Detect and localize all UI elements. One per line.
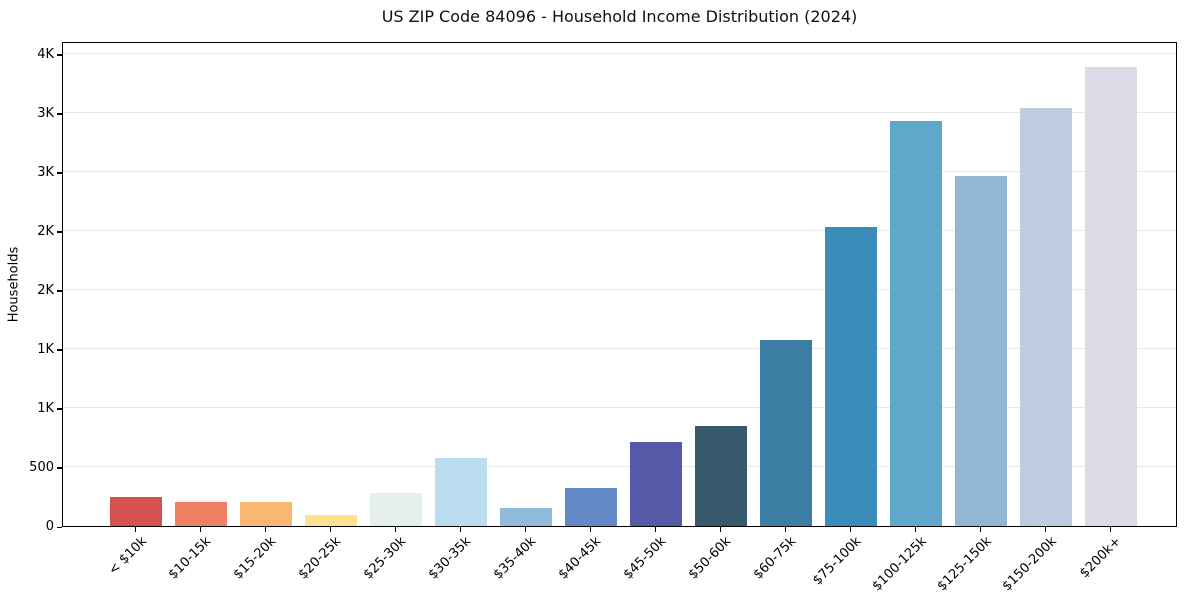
x-tick-label: < $10k xyxy=(105,534,150,579)
x-tick-label: $45-50k xyxy=(621,534,670,583)
gridline xyxy=(63,171,1176,172)
x-tick-label: $15-20k xyxy=(231,534,280,583)
x-tick-label: $30-35k xyxy=(426,534,475,583)
x-tick-mark xyxy=(134,527,136,532)
bar-10k xyxy=(110,496,162,526)
x-tick-mark xyxy=(914,527,916,532)
x-tick-label: $100-125k xyxy=(869,534,930,594)
y-tick-label: 1K xyxy=(37,341,54,357)
y-tick-label: 3K xyxy=(37,164,54,180)
bar-35-40k xyxy=(500,508,552,526)
x-tick-mark xyxy=(654,527,656,532)
y-tick-mark xyxy=(57,526,62,528)
bar-60-75k xyxy=(760,339,812,526)
y-tick-mark xyxy=(57,172,62,174)
y-tick-label: 4K xyxy=(37,46,54,62)
gridline xyxy=(63,230,1176,231)
bar-10-15k xyxy=(175,501,227,526)
y-tick-mark xyxy=(57,408,62,410)
x-tick-mark xyxy=(394,527,396,532)
gridline xyxy=(63,111,1176,113)
bar-125-150k xyxy=(955,176,1007,526)
chart-title: US ZIP Code 84096 - Household Income Dis… xyxy=(381,7,858,26)
x-tick-label: $50-60k xyxy=(686,534,735,583)
x-tick-label: $150-200k xyxy=(999,534,1060,594)
bar-15-20k xyxy=(240,501,292,526)
x-tick-label: $75-100k xyxy=(810,534,865,589)
y-tick-label: 2K xyxy=(37,282,54,298)
bar-50-60k xyxy=(695,425,747,526)
bar-40-45k xyxy=(565,487,617,526)
bar-30-35k xyxy=(435,458,487,526)
plot-area xyxy=(62,42,1177,527)
gridline xyxy=(63,52,1176,54)
x-tick-mark xyxy=(719,527,721,532)
x-tick-mark xyxy=(1044,527,1046,532)
x-tick-mark xyxy=(849,527,851,532)
x-tick-label: $40-45k xyxy=(556,534,605,583)
y-tick-mark xyxy=(57,113,62,115)
x-tick-mark xyxy=(784,527,786,532)
gridline xyxy=(63,348,1176,349)
bar-75-100k xyxy=(825,227,877,526)
bar-20-25k xyxy=(305,514,357,526)
gridline xyxy=(63,407,1176,408)
x-tick-mark xyxy=(979,527,981,532)
bar-45-50k xyxy=(630,441,682,526)
x-tick-mark xyxy=(199,527,201,532)
gridline xyxy=(63,466,1176,467)
y-tick-label: 0 xyxy=(45,519,54,534)
x-tick-mark xyxy=(459,527,461,532)
x-tick-label: $20-25k xyxy=(296,534,345,583)
x-tick-label: $60-75k xyxy=(751,534,800,583)
x-tick-mark xyxy=(589,527,591,532)
gridline xyxy=(63,289,1176,290)
y-tick-mark xyxy=(57,54,62,56)
bar-100-125k xyxy=(890,120,942,526)
x-tick-label: $25-30k xyxy=(361,534,410,583)
y-tick-label: 500 xyxy=(29,459,54,475)
bar-150-200k xyxy=(1020,108,1072,526)
y-tick-label: 2K xyxy=(37,223,54,239)
y-tick-mark xyxy=(57,231,62,233)
y-tick-mark xyxy=(57,290,62,292)
x-tick-mark xyxy=(329,527,331,532)
bar-200k xyxy=(1085,66,1137,526)
x-tick-mark xyxy=(1109,527,1111,532)
x-tick-mark xyxy=(264,527,266,532)
x-tick-mark xyxy=(524,527,526,532)
x-tick-label: $200k+ xyxy=(1077,534,1125,582)
bar-25-30k xyxy=(370,492,422,526)
x-tick-label: $35-40k xyxy=(491,534,540,583)
y-tick-mark xyxy=(57,467,62,469)
x-tick-label: $10-15k xyxy=(166,534,215,583)
x-tick-label: $125-150k xyxy=(934,534,995,594)
y-tick-label: 3K xyxy=(37,105,54,121)
y-tick-label: 1K xyxy=(37,400,54,416)
y-tick-mark xyxy=(57,349,62,351)
